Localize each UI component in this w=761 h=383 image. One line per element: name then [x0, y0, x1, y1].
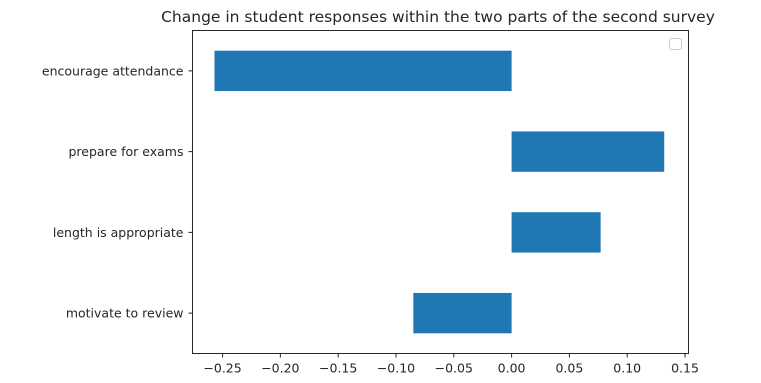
x-tick-label: −0.25 [203, 361, 241, 376]
y-axis-categories: encourage attendance prepare for exams len… [42, 63, 193, 321]
x-tick-label: −0.05 [435, 361, 473, 376]
x-tick-label: −0.15 [319, 361, 357, 376]
x-tick-label: 0.10 [613, 361, 641, 376]
category-label-encourage-attendance: encourage attendance [42, 63, 184, 78]
x-tick-label: 0.00 [498, 361, 526, 376]
x-tick-label: −0.20 [261, 361, 299, 376]
x-tick-label: 0.15 [671, 361, 699, 376]
category-label-motivate-to-review: motivate to review [66, 306, 184, 321]
bar-prepare-for-exams [511, 131, 665, 172]
bars-layer [214, 50, 665, 334]
x-tick-label: 0.05 [555, 361, 583, 376]
x-tick-label: −0.10 [377, 361, 415, 376]
bar-motivate-to-review [413, 292, 512, 334]
chart-title: Change in student responses within the t… [161, 8, 715, 26]
x-axis-ticks: −0.25 −0.20 −0.15 −0.10 −0.05 0.00 0.05 0.10 0.1… [203, 353, 699, 376]
category-label-length-is-appropriate: length is appropriate [53, 225, 184, 240]
category-label-prepare-for-exams: prepare for exams [69, 144, 184, 159]
legend-box [669, 38, 682, 50]
bar-length-is-appropriate [511, 212, 601, 253]
bar-encourage-attendance [214, 50, 512, 92]
axes-frame [192, 30, 689, 354]
